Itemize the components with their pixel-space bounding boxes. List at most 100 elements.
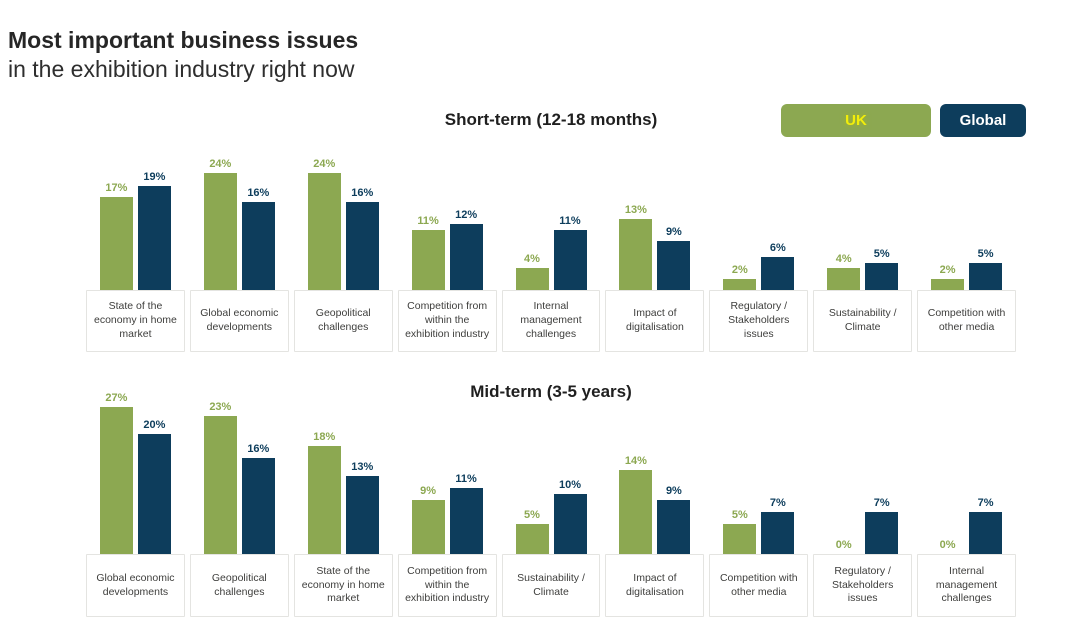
global-bar-column: 11% xyxy=(553,158,587,290)
uk-bar-column: 23% xyxy=(203,392,237,554)
legend-uk-button[interactable]: UK xyxy=(781,104,931,137)
global-bar-value: 5% xyxy=(873,247,890,260)
uk-bar-column: 24% xyxy=(203,158,237,290)
uk-bar xyxy=(99,196,133,290)
bar-group: 18% 13% xyxy=(294,392,393,554)
uk-bar-value: 17% xyxy=(105,181,128,194)
global-bar-value: 6% xyxy=(769,242,786,254)
bar-group: 17% 19% xyxy=(86,158,185,290)
uk-bar-value: 2% xyxy=(939,264,956,276)
global-bar-value: 5% xyxy=(977,247,994,260)
mid-term-chart-category-labels: Global economic developments Geopolitical… xyxy=(86,554,1017,617)
uk-bar-value: 23% xyxy=(209,401,232,413)
bar-group: 5% 10% xyxy=(502,392,601,554)
uk-bar xyxy=(723,524,757,554)
global-bar-value: 11% xyxy=(455,473,477,485)
global-bar xyxy=(865,262,899,290)
global-bar-column: 5% xyxy=(969,158,1003,290)
global-bar-column: 9% xyxy=(657,158,691,290)
global-bar-column: 16% xyxy=(345,158,379,290)
global-bar-column: 16% xyxy=(241,392,275,554)
global-bar-column: 16% xyxy=(241,158,275,290)
uk-bar xyxy=(99,407,133,554)
uk-bar-value: 0% xyxy=(835,539,852,551)
uk-bar xyxy=(203,173,237,290)
uk-bar-column: 4% xyxy=(827,158,861,290)
global-bar-column: 7% xyxy=(969,392,1003,554)
uk-bar-value: 9% xyxy=(420,485,437,497)
category-label: Impact of digitalisation xyxy=(605,290,705,352)
uk-bar xyxy=(411,229,445,290)
global-bar xyxy=(553,494,587,554)
global-bar-value: 7% xyxy=(769,497,786,509)
global-bar xyxy=(137,434,171,554)
bar-group: 5% 7% xyxy=(709,392,808,554)
category-label: Geopolitical challenges xyxy=(189,554,289,617)
uk-bar-value: 0% xyxy=(939,539,956,551)
global-bar-column: 13% xyxy=(345,392,379,554)
uk-bar-column: 27% xyxy=(99,392,133,554)
bar-group: 27% 20% xyxy=(86,392,185,554)
global-bar-column: 12% xyxy=(449,158,483,290)
bar-group: 0% 7% xyxy=(813,392,912,554)
global-bar xyxy=(657,240,691,290)
bar-group: 24% 16% xyxy=(294,158,393,290)
uk-bar-value: 11% xyxy=(417,214,439,227)
global-bar-value: 16% xyxy=(247,187,270,199)
uk-bar-value: 18% xyxy=(313,431,336,443)
global-bar xyxy=(969,262,1003,290)
uk-bar-value: 2% xyxy=(731,264,748,276)
category-label: State of the economy in home market xyxy=(86,290,185,352)
global-bar-column: 11% xyxy=(449,392,483,554)
global-bar xyxy=(449,224,483,290)
global-bar-value: 12% xyxy=(455,209,478,221)
global-bar-value: 11% xyxy=(559,214,581,227)
bar-group: 2% 6% xyxy=(709,158,808,290)
category-label: Sustainability / Climate xyxy=(813,290,913,352)
page-header: Most important business issues in the ex… xyxy=(8,26,358,84)
global-bar xyxy=(553,229,587,290)
uk-bar xyxy=(619,218,653,290)
global-bar-value: 9% xyxy=(665,485,682,497)
global-bar-value: 13% xyxy=(351,461,374,473)
uk-bar xyxy=(307,173,341,290)
uk-bar xyxy=(411,500,445,554)
bar-group: 2% 5% xyxy=(917,158,1016,290)
global-bar xyxy=(241,202,275,290)
category-label: Internal management challenges xyxy=(501,290,601,352)
uk-bar-column: 24% xyxy=(307,158,341,290)
legend: UK Global xyxy=(781,104,1026,137)
bar-group: 23% 16% xyxy=(190,392,289,554)
global-bar-column: 10% xyxy=(553,392,587,554)
global-bar-column: 19% xyxy=(137,158,171,290)
global-bar xyxy=(761,257,795,290)
uk-bar-value: 27% xyxy=(105,392,128,404)
global-bar-value: 7% xyxy=(977,497,994,509)
category-label: Impact of digitalisation xyxy=(605,554,705,617)
uk-bar-column: 5% xyxy=(515,392,549,554)
category-label: State of the economy in home market xyxy=(293,554,393,617)
page-title: Most important business issues xyxy=(8,27,359,53)
uk-bar xyxy=(515,524,549,554)
global-bar-column: 9% xyxy=(657,392,691,554)
category-label: Global economic developments xyxy=(86,554,185,617)
category-label: Competition from within the exhibition i… xyxy=(397,554,497,617)
uk-bar-value: 4% xyxy=(524,253,540,265)
global-bar-value: 7% xyxy=(873,497,890,509)
global-bar-column: 5% xyxy=(865,158,899,290)
global-bar xyxy=(449,488,483,554)
uk-bar xyxy=(307,446,341,554)
uk-bar-column: 2% xyxy=(931,158,965,290)
global-bar-column: 6% xyxy=(761,158,795,290)
bar-group: 13% 9% xyxy=(605,158,704,290)
bar-group: 9% 11% xyxy=(398,392,497,554)
legend-global-button[interactable]: Global xyxy=(940,104,1026,137)
uk-bar xyxy=(619,470,653,554)
uk-bar-column: 0% xyxy=(827,392,860,554)
bar-group: 4% 11% xyxy=(502,158,601,290)
global-bar-value: 16% xyxy=(351,187,374,199)
uk-bar-value: 13% xyxy=(624,203,647,216)
uk-bar xyxy=(827,268,861,290)
global-bar-column: 7% xyxy=(865,392,899,554)
